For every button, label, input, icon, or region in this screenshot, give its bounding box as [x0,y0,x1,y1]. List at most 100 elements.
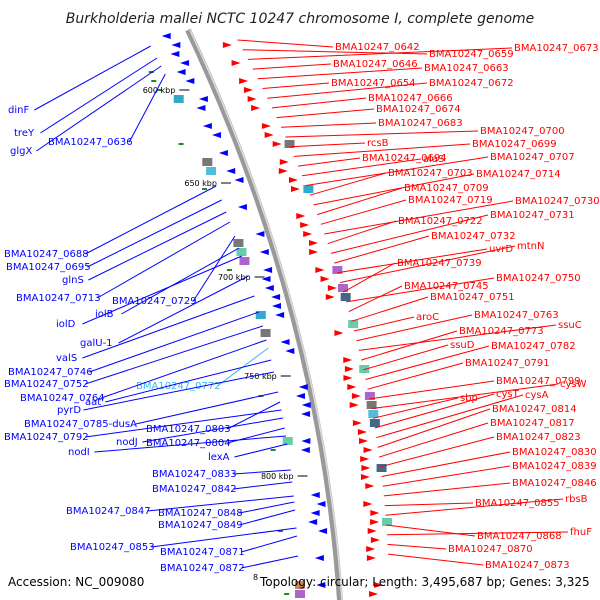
gene-label-left[interactable]: BMA10247_0785-dusA [24,419,137,430]
gene-label-right[interactable]: BMA10247_0763 [474,310,559,321]
gene-label-left[interactable]: BMA10247_0792 [4,432,89,443]
gene-label-left[interactable]: BMA10247_0847 [66,506,151,517]
forward-gene-arrow [365,483,375,489]
gene-label-left[interactable]: glgX [10,146,32,157]
gene-label-left[interactable]: pyrD [57,405,81,416]
gene-label-right[interactable]: alaS [423,154,444,165]
gene-label-left[interactable]: lexA [208,452,230,463]
gene-label-left[interactable]: BMA10247_0752 [4,379,89,390]
leader-line [385,498,564,516]
gene-label-left[interactable]: BMA10247_0729 [112,296,197,307]
gene-label-right[interactable]: BMA10247_0870 [448,544,533,555]
gene-label-right[interactable]: sbp [460,393,478,404]
gene-label-left[interactable]: galU-1 [80,338,113,349]
gene-label-right[interactable]: ssuD [450,340,475,351]
gene-label-right[interactable]: BMA10247_0707 [490,152,575,163]
gene-label-right[interactable]: cysT [496,389,520,400]
gene-label-left[interactable]: BMA10247_0688 [4,249,89,260]
gene-label-left[interactable]: nodI [68,447,90,458]
leader-line [40,57,158,134]
marker-dash [284,593,290,595]
feature-block [284,140,295,148]
gene-label-right[interactable]: BMA10247_0751 [430,292,515,303]
gene-label-right[interactable]: rbsB [565,494,588,505]
gene-label-left[interactable]: BMA10247_0764 [20,393,105,404]
gene-label-right[interactable]: BMA10247_0673 [514,43,599,54]
gene-label-left[interactable]: dinF [8,105,29,116]
gene-label-right[interactable]: aroC [416,312,439,323]
gene-label-left[interactable]: valS [56,353,77,364]
gene-label-right[interactable]: BMA10247_0814 [492,404,577,415]
gene-label-right[interactable]: BMA10247_0663 [424,63,509,74]
gene-label-right[interactable]: BMA10247_0646 [333,59,418,70]
gene-label-right[interactable]: uvrD [489,244,513,255]
gene-label-right[interactable]: BMA10247_0672 [429,78,514,89]
gene-label-right[interactable]: BMA10247_0659 [429,49,514,60]
gene-label-right[interactable]: fhuF [570,527,592,538]
gene-label-right[interactable]: BMA10247_0823 [496,432,581,443]
gene-label-right[interactable]: BMA10247_0873 [485,560,570,571]
gene-label-left[interactable]: treY [14,128,35,139]
gene-label-right[interactable]: BMA10247_0666 [368,93,453,104]
gene-label-left[interactable]: BMA10247_0804 [146,438,231,449]
gene-label-right[interactable]: BMA10247_0846 [512,478,597,489]
gene-label-right[interactable]: BMA10247_0773 [459,326,544,337]
gene-label-left[interactable]: BMA10247_0848 [158,508,243,519]
leader-line [371,383,559,410]
gene-label-right[interactable]: BMA10247_0750 [496,273,581,284]
gene-label-right[interactable]: BMA10247_0839 [512,461,597,472]
gene-label-right[interactable]: mtnN [517,241,544,252]
gene-label-left[interactable]: BMA10247_0871 [160,547,245,558]
gene-label-right[interactable]: BMA10247_0703 [388,168,473,179]
gene-label-right[interactable]: BMA10247_0674 [376,104,461,115]
leader-line [297,157,361,167]
gene-label-right[interactable]: cysW [560,379,587,390]
gene-label-right[interactable]: BMA10247_0700 [480,126,565,137]
gene-label-left[interactable]: iolD [56,319,76,330]
gene-label-left[interactable]: BMA10247_0695 [6,262,91,273]
gene-label-right[interactable]: ssuC [558,320,582,331]
forward-gene-arrow [300,222,310,228]
leader-line [89,311,260,373]
gene-label-left[interactable]: BMA10247_0849 [158,520,243,531]
gene-label-right[interactable]: BMA10247_0714 [476,169,561,180]
gene-label-right[interactable]: BMA10247_0782 [491,341,576,352]
gene-label-left[interactable]: nodJ [116,437,138,448]
leader-line [369,380,495,400]
gene-label-right[interactable]: BMA10247_0791 [465,358,550,369]
gene-label-left[interactable]: BMA10247_0636 [48,137,133,148]
gene-label-left[interactable]: BMA10247_0853 [70,542,155,553]
gene-label-left[interactable]: BMA10247_0772 [136,381,221,392]
gene-label-right[interactable]: BMA10247_0732 [431,231,516,242]
leader-line [85,409,282,438]
reverse-gene-arrow [161,33,171,39]
gene-label-right[interactable]: BMA10247_0722 [398,216,483,227]
gene-label-right[interactable]: BMA10247_0654 [331,78,416,89]
gene-label-left[interactable]: aat [85,397,101,408]
gene-label-right[interactable]: BMA10247_0709 [404,183,489,194]
gene-label-right[interactable]: BMA10247_0868 [477,531,562,542]
gene-label-right[interactable]: cysA [525,390,549,401]
gene-label-left[interactable]: BMA10247_0872 [160,563,245,574]
gene-label-right[interactable]: BMA10247_0739 [397,258,482,269]
gene-label-left[interactable]: BMA10247_0842 [152,484,237,495]
gene-label-left[interactable]: glnS [62,275,84,286]
gene-label-left[interactable]: BMA10247_0803 [146,424,231,435]
gene-label-right[interactable]: BMA10247_0694 [362,153,447,164]
gene-label-right[interactable]: BMA10247_0817 [490,418,575,429]
gene-label-right[interactable]: BMA10247_0642 [335,42,420,53]
gene-label-right[interactable]: BMA10247_0731 [490,210,575,221]
reverse-gene-arrow [218,150,228,156]
gene-label-right[interactable]: rcsB [367,138,389,149]
gene-label-left[interactable]: BMA10247_0746 [8,367,93,378]
gene-label-right[interactable]: BMA10247_0719 [408,195,493,206]
gene-label-right[interactable]: BMA10247_0683 [378,118,463,129]
gene-label-right[interactable]: BMA10247_0730 [515,196,600,207]
gene-label-right[interactable]: BMA10247_0745 [404,281,489,292]
gene-label-left[interactable]: BMA10247_0833 [152,469,237,480]
gene-label-right[interactable]: BMA10247_0830 [512,447,597,458]
forward-gene-arrow [239,78,249,84]
gene-label-right[interactable]: BMA10247_0799 [496,376,581,387]
gene-label-left[interactable]: BMA10247_0713 [16,293,101,304]
gene-label-right[interactable]: BMA10247_0699 [472,139,557,150]
